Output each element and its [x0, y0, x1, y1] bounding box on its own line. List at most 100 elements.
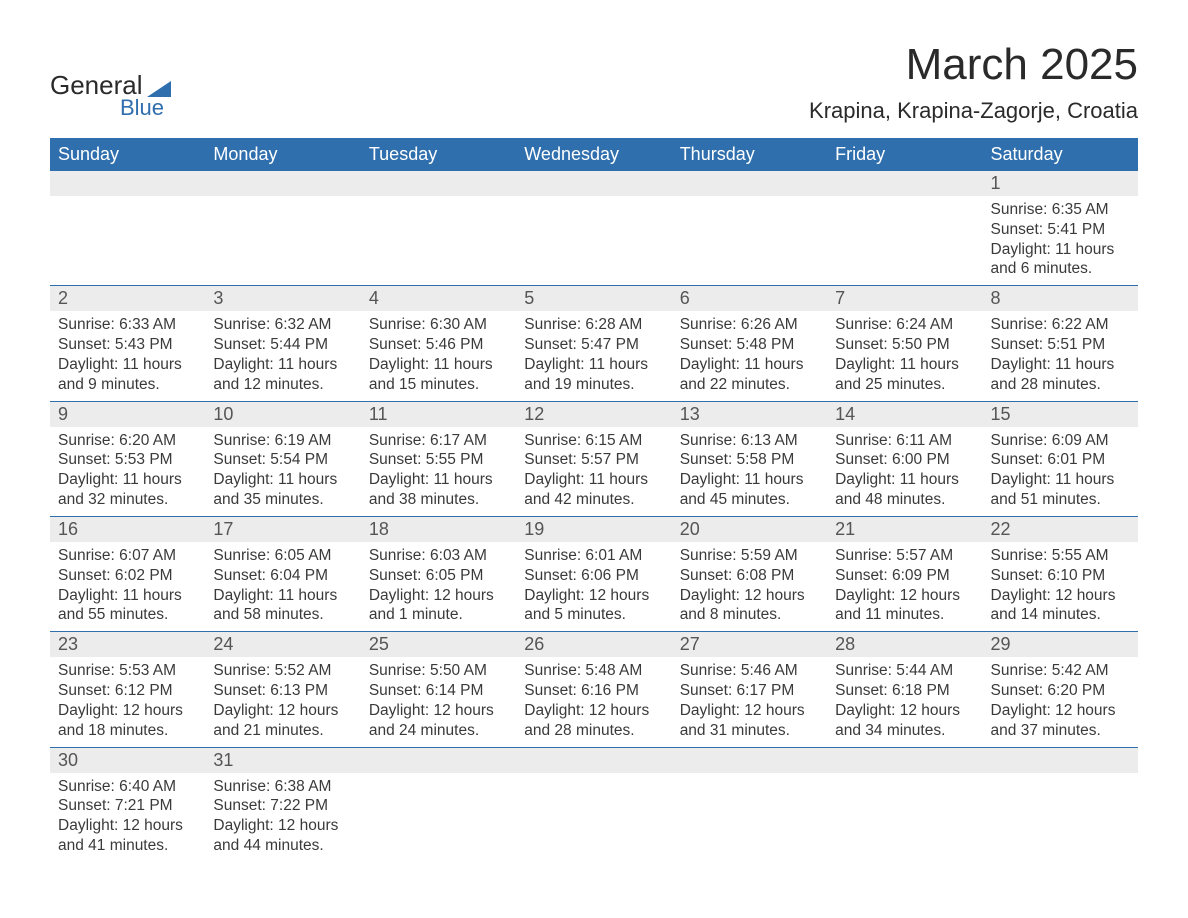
- day-number-row: 2345678: [50, 286, 1138, 312]
- day-detail-cell: Sunrise: 5:53 AMSunset: 6:12 PMDaylight:…: [50, 657, 205, 747]
- day-detail-cell: Sunrise: 6:30 AMSunset: 5:46 PMDaylight:…: [361, 311, 516, 401]
- day-number-cell: 12: [516, 401, 671, 427]
- daylight-line: and 45 minutes.: [680, 490, 819, 510]
- daylight-line: Daylight: 11 hours: [680, 355, 819, 375]
- sunrise-line: Sunrise: 6:07 AM: [58, 546, 197, 566]
- daylight-line: Daylight: 11 hours: [991, 240, 1130, 260]
- day-number-cell: 7: [827, 286, 982, 312]
- sunrise-line: Sunrise: 6:22 AM: [991, 315, 1130, 335]
- daylight-line: and 58 minutes.: [213, 605, 352, 625]
- sunrise-line: Sunrise: 5:48 AM: [524, 661, 663, 681]
- weekday-header: Wednesday: [516, 138, 671, 171]
- sunrise-line: Sunrise: 6:20 AM: [58, 431, 197, 451]
- day-detail-row: Sunrise: 6:35 AMSunset: 5:41 PMDaylight:…: [50, 196, 1138, 286]
- day-number-cell: 18: [361, 516, 516, 542]
- sunrise-line: Sunrise: 5:44 AM: [835, 661, 974, 681]
- sunrise-line: Sunrise: 6:17 AM: [369, 431, 508, 451]
- daylight-line: Daylight: 11 hours: [991, 470, 1130, 490]
- day-detail-cell: Sunrise: 6:35 AMSunset: 5:41 PMDaylight:…: [983, 196, 1138, 286]
- daylight-line: and 15 minutes.: [369, 375, 508, 395]
- daylight-line: Daylight: 12 hours: [58, 816, 197, 836]
- day-number-row: 23242526272829: [50, 632, 1138, 658]
- day-number-cell: 23: [50, 632, 205, 658]
- day-number-cell: 4: [361, 286, 516, 312]
- day-detail-row: Sunrise: 6:20 AMSunset: 5:53 PMDaylight:…: [50, 427, 1138, 517]
- sunset-line: Sunset: 5:55 PM: [369, 450, 508, 470]
- day-number-cell: 11: [361, 401, 516, 427]
- sunrise-line: Sunrise: 5:57 AM: [835, 546, 974, 566]
- sunset-line: Sunset: 6:17 PM: [680, 681, 819, 701]
- daylight-line: Daylight: 11 hours: [369, 470, 508, 490]
- daylight-line: Daylight: 12 hours: [213, 701, 352, 721]
- daylight-line: Daylight: 11 hours: [369, 355, 508, 375]
- day-number-row: 16171819202122: [50, 516, 1138, 542]
- weekday-header: Thursday: [672, 138, 827, 171]
- daylight-line: and 51 minutes.: [991, 490, 1130, 510]
- day-detail-cell: Sunrise: 5:46 AMSunset: 6:17 PMDaylight:…: [672, 657, 827, 747]
- day-detail-row: Sunrise: 6:40 AMSunset: 7:21 PMDaylight:…: [50, 773, 1138, 862]
- day-detail-cell: Sunrise: 6:40 AMSunset: 7:21 PMDaylight:…: [50, 773, 205, 862]
- sunset-line: Sunset: 6:00 PM: [835, 450, 974, 470]
- sunrise-line: Sunrise: 6:26 AM: [680, 315, 819, 335]
- sunset-line: Sunset: 6:06 PM: [524, 566, 663, 586]
- daylight-line: and 5 minutes.: [524, 605, 663, 625]
- sunrise-line: Sunrise: 6:38 AM: [213, 777, 352, 797]
- daylight-line: and 35 minutes.: [213, 490, 352, 510]
- sunrise-line: Sunrise: 6:30 AM: [369, 315, 508, 335]
- daylight-line: Daylight: 12 hours: [524, 701, 663, 721]
- title-block: March 2025 Krapina, Krapina-Zagorje, Cro…: [809, 40, 1138, 124]
- daylight-line: Daylight: 11 hours: [835, 470, 974, 490]
- day-detail-cell: Sunrise: 5:50 AMSunset: 6:14 PMDaylight:…: [361, 657, 516, 747]
- sunset-line: Sunset: 5:46 PM: [369, 335, 508, 355]
- day-detail-cell: Sunrise: 6:09 AMSunset: 6:01 PMDaylight:…: [983, 427, 1138, 517]
- daylight-line: Daylight: 11 hours: [835, 355, 974, 375]
- day-number-cell: 14: [827, 401, 982, 427]
- sunset-line: Sunset: 5:41 PM: [991, 220, 1130, 240]
- sunrise-line: Sunrise: 6:03 AM: [369, 546, 508, 566]
- daylight-line: and 42 minutes.: [524, 490, 663, 510]
- day-number-cell: [672, 171, 827, 196]
- day-number-cell: [827, 747, 982, 773]
- calendar-table: Sunday Monday Tuesday Wednesday Thursday…: [50, 138, 1138, 862]
- daylight-line: and 9 minutes.: [58, 375, 197, 395]
- daylight-line: and 38 minutes.: [369, 490, 508, 510]
- sunrise-line: Sunrise: 6:32 AM: [213, 315, 352, 335]
- calendar-body: 1 Sunrise: 6:35 AMSunset: 5:41 PMDayligh…: [50, 171, 1138, 862]
- day-number-cell: [672, 747, 827, 773]
- day-number-cell: 6: [672, 286, 827, 312]
- day-number-row: 9101112131415: [50, 401, 1138, 427]
- day-number-cell: 15: [983, 401, 1138, 427]
- sunset-line: Sunset: 6:13 PM: [213, 681, 352, 701]
- daylight-line: Daylight: 12 hours: [369, 586, 508, 606]
- sunset-line: Sunset: 6:20 PM: [991, 681, 1130, 701]
- daylight-line: and 32 minutes.: [58, 490, 197, 510]
- day-number-cell: 10: [205, 401, 360, 427]
- day-detail-cell: Sunrise: 5:52 AMSunset: 6:13 PMDaylight:…: [205, 657, 360, 747]
- sunrise-line: Sunrise: 6:19 AM: [213, 431, 352, 451]
- sunset-line: Sunset: 6:02 PM: [58, 566, 197, 586]
- day-number-cell: 9: [50, 401, 205, 427]
- daylight-line: and 19 minutes.: [524, 375, 663, 395]
- sunset-line: Sunset: 6:14 PM: [369, 681, 508, 701]
- day-number-cell: 28: [827, 632, 982, 658]
- daylight-line: and 22 minutes.: [680, 375, 819, 395]
- daylight-line: and 18 minutes.: [58, 721, 197, 741]
- weekday-header: Sunday: [50, 138, 205, 171]
- weekday-header-row: Sunday Monday Tuesday Wednesday Thursday…: [50, 138, 1138, 171]
- sunset-line: Sunset: 6:09 PM: [835, 566, 974, 586]
- daylight-line: Daylight: 12 hours: [524, 586, 663, 606]
- daylight-line: Daylight: 12 hours: [369, 701, 508, 721]
- day-detail-cell: Sunrise: 6:01 AMSunset: 6:06 PMDaylight:…: [516, 542, 671, 632]
- daylight-line: and 41 minutes.: [58, 836, 197, 856]
- day-number-cell: 5: [516, 286, 671, 312]
- day-detail-cell: Sunrise: 5:59 AMSunset: 6:08 PMDaylight:…: [672, 542, 827, 632]
- daylight-line: and 34 minutes.: [835, 721, 974, 741]
- sunrise-line: Sunrise: 6:05 AM: [213, 546, 352, 566]
- sunrise-line: Sunrise: 5:50 AM: [369, 661, 508, 681]
- day-detail-cell: [205, 196, 360, 286]
- day-number-cell: 2: [50, 286, 205, 312]
- daylight-line: and 37 minutes.: [991, 721, 1130, 741]
- daylight-line: Daylight: 11 hours: [213, 355, 352, 375]
- day-detail-cell: Sunrise: 6:24 AMSunset: 5:50 PMDaylight:…: [827, 311, 982, 401]
- day-number-row: 3031: [50, 747, 1138, 773]
